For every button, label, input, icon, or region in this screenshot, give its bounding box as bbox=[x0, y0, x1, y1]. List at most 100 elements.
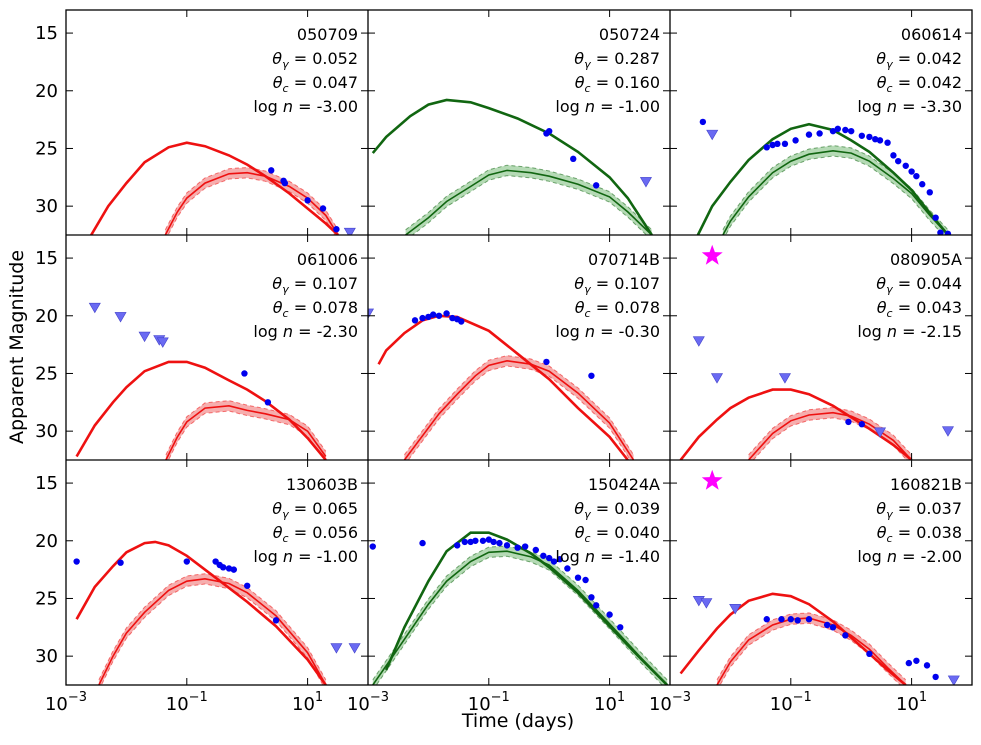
detection-point bbox=[467, 538, 474, 546]
detection-point bbox=[781, 140, 789, 148]
detection-point bbox=[902, 162, 909, 169]
off-axis-band bbox=[405, 165, 652, 235]
detection-point bbox=[268, 167, 275, 174]
detection-point bbox=[241, 370, 248, 377]
theta-c-label: θc = 0.047 bbox=[273, 73, 358, 95]
detection-point bbox=[926, 189, 933, 196]
theta-gamma-label: θγ = 0.052 bbox=[272, 49, 358, 71]
detection-point bbox=[866, 133, 873, 141]
off-axis-model-line bbox=[372, 550, 668, 685]
detection-point bbox=[787, 616, 794, 623]
off-axis-model-line bbox=[403, 359, 635, 460]
y-tick-label: 15 bbox=[35, 473, 58, 494]
kilonova-star-marker bbox=[701, 469, 723, 490]
detection-point bbox=[574, 574, 582, 581]
upper-limit-marker bbox=[778, 373, 791, 384]
detection-point bbox=[479, 537, 487, 544]
grb-id-label: 080905A bbox=[890, 250, 962, 269]
detection-point bbox=[219, 564, 227, 571]
detection-point bbox=[546, 127, 553, 135]
grb-id-label: 150424A bbox=[588, 475, 660, 494]
upper-limit-marker bbox=[692, 336, 705, 347]
detection-point bbox=[884, 139, 891, 146]
upper-limit-marker bbox=[729, 604, 742, 615]
upper-limit-marker bbox=[156, 337, 169, 348]
on-axis-model-line bbox=[679, 592, 907, 685]
detection-point bbox=[858, 132, 866, 139]
detection-point bbox=[496, 539, 503, 547]
x-tick-label: 101 bbox=[292, 690, 323, 715]
off-axis-band-edge bbox=[164, 166, 339, 231]
detection-point bbox=[503, 542, 511, 549]
y-tick-label: 20 bbox=[35, 306, 58, 327]
detection-point bbox=[281, 179, 289, 187]
y-tick-label: 30 bbox=[35, 646, 58, 667]
grb-id-label: 050709 bbox=[297, 25, 358, 44]
theta-gamma-label: θγ = 0.107 bbox=[574, 274, 660, 296]
upper-limit-marker bbox=[114, 312, 127, 323]
detection-point bbox=[913, 172, 920, 180]
detection-point bbox=[564, 565, 571, 572]
detection-point bbox=[872, 136, 879, 143]
detection-point bbox=[117, 559, 124, 566]
panels bbox=[73, 98, 960, 685]
grb-id-label: 060614 bbox=[901, 25, 962, 44]
log-n-label: log n = -1.00 bbox=[555, 97, 660, 116]
detection-point bbox=[532, 546, 540, 554]
upper-limit-marker bbox=[700, 598, 713, 609]
upper-limit-marker bbox=[947, 675, 960, 685]
detection-point bbox=[230, 566, 238, 573]
detection-point bbox=[829, 127, 837, 135]
detection-point bbox=[932, 673, 939, 681]
detection-point bbox=[593, 602, 600, 609]
x-tick-label: 10−3 bbox=[347, 690, 389, 715]
y-tick-label: 15 bbox=[35, 23, 58, 44]
off-axis-model-line bbox=[405, 169, 653, 235]
y-axis-title: Apparent Magnitude bbox=[6, 250, 28, 444]
y-tick-label: 25 bbox=[35, 363, 58, 384]
panel-050724 bbox=[371, 98, 653, 235]
panel-160821B bbox=[679, 469, 960, 685]
log-n-label: log n = -3.30 bbox=[857, 97, 962, 116]
x-tick-label: 10−3 bbox=[45, 690, 87, 715]
detection-point bbox=[543, 358, 550, 366]
upper-limit-marker bbox=[348, 643, 361, 654]
detection-point bbox=[769, 141, 776, 149]
off-axis-model-line bbox=[722, 149, 949, 235]
y-tick-label: 20 bbox=[35, 81, 58, 102]
log-n-label: log n = -1.40 bbox=[555, 547, 660, 566]
theta-c-label: θc = 0.078 bbox=[273, 298, 358, 320]
theta-c-label: θc = 0.056 bbox=[273, 523, 358, 545]
detection-point bbox=[183, 558, 190, 565]
detection-point bbox=[919, 181, 926, 188]
off-axis-band-edge bbox=[372, 545, 668, 681]
theta-c-label: θc = 0.040 bbox=[575, 523, 660, 545]
detection-point bbox=[895, 157, 902, 165]
off-axis-model-line bbox=[164, 171, 339, 235]
off-axis-band-edge bbox=[167, 177, 336, 235]
detection-point bbox=[514, 544, 521, 551]
theta-c-label: θc = 0.078 bbox=[575, 298, 660, 320]
off-axis-model-line bbox=[165, 404, 327, 460]
detection-point bbox=[419, 314, 426, 322]
detection-point bbox=[858, 421, 866, 428]
theta-gamma-label: θγ = 0.065 bbox=[272, 499, 358, 521]
off-axis-band bbox=[748, 407, 912, 460]
upper-limit-marker bbox=[330, 643, 343, 654]
panel-070714B bbox=[368, 308, 635, 460]
detection-point bbox=[848, 127, 855, 135]
on-axis-model-line bbox=[385, 531, 669, 685]
detection-point bbox=[550, 558, 558, 565]
theta-gamma-label: θγ = 0.107 bbox=[272, 274, 358, 296]
detection-point bbox=[816, 130, 823, 137]
detection-point bbox=[556, 556, 564, 563]
detection-point bbox=[419, 539, 426, 547]
off-axis-band bbox=[372, 546, 668, 685]
kilonova-star-marker bbox=[701, 244, 723, 265]
detection-point bbox=[319, 205, 327, 212]
panel-080905A bbox=[679, 244, 954, 460]
panel-150424A bbox=[369, 531, 669, 685]
y-tick-label: 25 bbox=[35, 588, 58, 609]
